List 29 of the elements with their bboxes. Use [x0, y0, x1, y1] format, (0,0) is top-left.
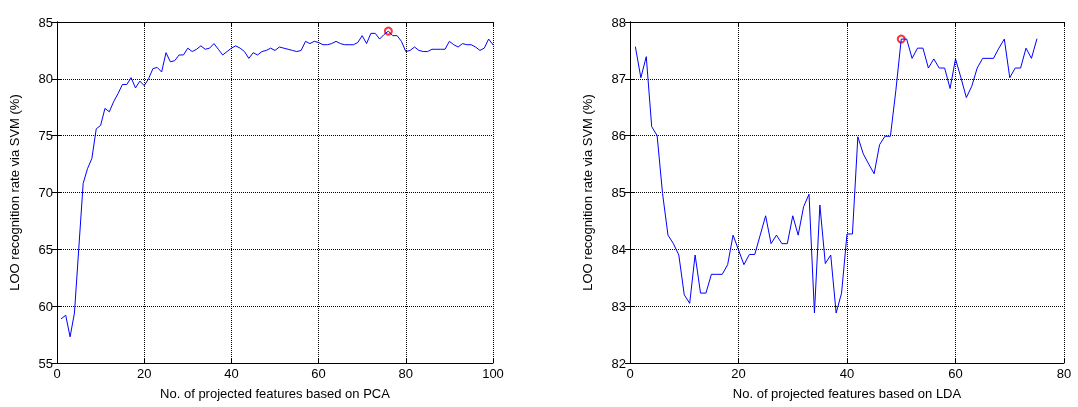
y-tick-label: 85 [611, 185, 626, 200]
y-tick-label: 85 [38, 14, 53, 30]
y-tick-label: 82 [611, 355, 626, 371]
x-tick-label: 0 [53, 366, 61, 381]
y-tick-label: 83 [611, 298, 626, 314]
y-tick-label: 87 [611, 71, 626, 87]
x-axis-title: No. of projected features based on LDA [732, 386, 962, 401]
x-tick-label: 20 [731, 366, 746, 381]
x-tick-label: 20 [136, 366, 152, 381]
y-tick-label: 75 [38, 128, 53, 144]
y-tick-label: 88 [611, 14, 626, 30]
x-tick-label: 100 [482, 366, 504, 381]
y-tick-label: 80 [38, 71, 53, 87]
y-tick-label: 60 [38, 298, 53, 314]
y-tick-label: 70 [38, 185, 53, 200]
x-tick-label: 80 [398, 366, 414, 381]
x-tick-label: 60 [311, 366, 326, 381]
x-tick-label: 0 [626, 366, 634, 381]
x-tick-label: 40 [224, 366, 239, 381]
x-tick-label: 60 [948, 366, 963, 381]
y-tick-label: 86 [611, 128, 626, 144]
x-axis-title: No. of projected features based on PCA [160, 386, 391, 401]
x-tick-label: 40 [839, 366, 855, 381]
x-tick-label: 80 [1056, 366, 1072, 381]
y-tick-label: 84 [611, 241, 626, 257]
y-tick-label: 55 [38, 355, 53, 371]
y-tick-label: 65 [38, 241, 53, 257]
y-axis-title: LOO recognition rate via SVM (%) [580, 94, 595, 291]
y-axis-title: LOO recognition rate via SVM (%) [7, 94, 22, 291]
